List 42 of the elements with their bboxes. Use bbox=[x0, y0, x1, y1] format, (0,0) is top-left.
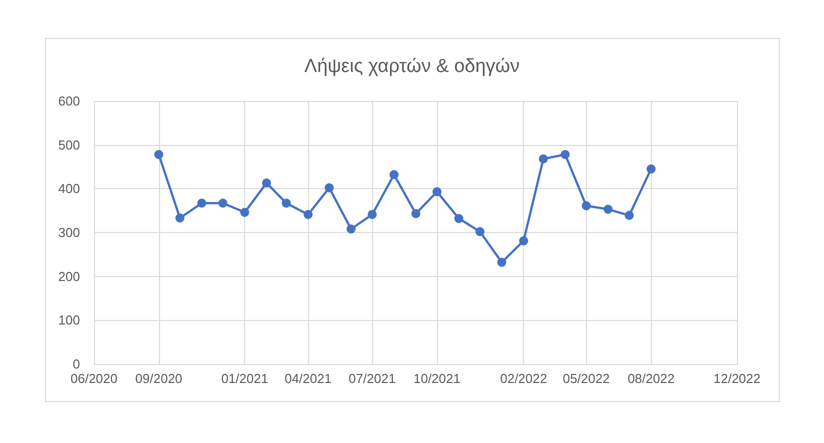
point bbox=[646, 164, 656, 174]
point bbox=[497, 258, 506, 267]
point bbox=[175, 214, 184, 223]
y-tick-label: 500 bbox=[58, 137, 80, 152]
point bbox=[218, 198, 228, 208]
x-tick-label: 09/2020 bbox=[135, 371, 182, 386]
point bbox=[282, 198, 291, 208]
x-tick-label: 05/2022 bbox=[562, 371, 610, 386]
y-tick-label: 300 bbox=[58, 225, 80, 240]
y-tick-label: 400 bbox=[58, 181, 80, 196]
x-tick-label: 07/2021 bbox=[348, 371, 396, 386]
point bbox=[368, 210, 377, 220]
x-tick-label: 04/2021 bbox=[284, 371, 332, 386]
point bbox=[346, 224, 356, 234]
point bbox=[475, 227, 484, 236]
x-tick-label: 08/2022 bbox=[628, 371, 675, 386]
x-tick-label: 01/2021 bbox=[221, 371, 268, 386]
point bbox=[560, 150, 570, 159]
x-tick-label: 12/2022 bbox=[714, 371, 760, 386]
y-tick-label: 600 bbox=[58, 94, 80, 108]
point bbox=[390, 170, 399, 180]
point bbox=[411, 209, 420, 218]
chart-title: Λήψεις χαρτών & οδηγών bbox=[304, 56, 520, 77]
point bbox=[324, 183, 334, 192]
point bbox=[519, 236, 528, 246]
x-tick-label: 06/2020 bbox=[70, 371, 118, 386]
point bbox=[154, 150, 164, 159]
point bbox=[454, 214, 464, 223]
point bbox=[262, 178, 272, 188]
point bbox=[582, 201, 591, 210]
point bbox=[624, 210, 634, 220]
y-tick-label: 100 bbox=[58, 312, 80, 328]
x-tick-label: 10/2021 bbox=[413, 371, 460, 386]
y-tick-label: 200 bbox=[58, 268, 80, 284]
point bbox=[538, 154, 548, 164]
point bbox=[197, 198, 206, 208]
y-tick-label: 0 bbox=[72, 356, 80, 372]
point bbox=[240, 208, 250, 217]
point bbox=[304, 210, 313, 220]
point bbox=[604, 204, 613, 214]
x-tick-label: 02/2022 bbox=[500, 371, 548, 386]
point bbox=[432, 187, 442, 196]
